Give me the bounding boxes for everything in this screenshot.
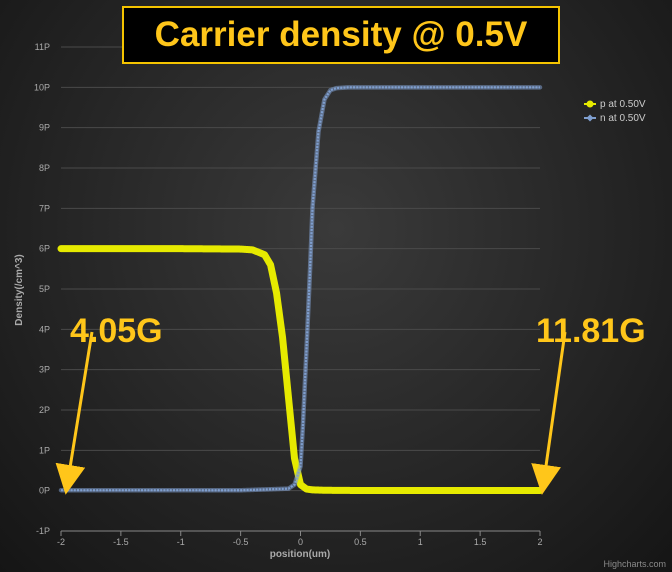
- y-tick-label: 4P: [39, 324, 50, 334]
- y-tick-label: 6P: [39, 244, 50, 254]
- legend-item-n[interactable]: n at 0.50V: [584, 113, 646, 124]
- y-tick-label: 3P: [39, 365, 50, 375]
- chart-title: Carrier density @ 0.5V: [122, 6, 560, 64]
- y-axis-label: Density(/cm^3): [14, 254, 25, 325]
- y-axis-ticks: -1P 0P 1P 2P 3P 4P 5P 6P 7P 8P 9P 10P 11P: [34, 42, 50, 536]
- x-tick-label: 0: [298, 537, 303, 547]
- x-axis-label: position(um): [270, 549, 331, 560]
- x-tick-label: -1.5: [113, 537, 129, 547]
- y-tick-label: 0P: [39, 486, 50, 496]
- y-tick-label: 2P: [39, 405, 50, 415]
- legend-label-p: p at 0.50V: [600, 99, 646, 110]
- legend-label-n: n at 0.50V: [600, 113, 646, 124]
- x-tick-label: -2: [57, 537, 65, 547]
- annotation-right-value: 11.81G: [536, 312, 646, 350]
- legend-item-p[interactable]: p at 0.50V: [584, 99, 646, 110]
- x-tick-label: 1: [418, 537, 423, 547]
- y-tick-label: 8P: [39, 163, 50, 173]
- y-tick-label: 7P: [39, 203, 50, 213]
- y-tick-label: 9P: [39, 123, 50, 133]
- x-tick-label: 0.5: [354, 537, 367, 547]
- annotation-left-value: 4.05G: [70, 312, 163, 350]
- annotation-arrow-right: [531, 331, 567, 495]
- y-tick-label: 1P: [39, 445, 50, 455]
- y-tick-label: 10P: [34, 82, 50, 92]
- credit-link[interactable]: Highcharts.com: [603, 559, 666, 569]
- y-tick-label: 5P: [39, 284, 50, 294]
- series-n-line[interactable]: [58, 85, 543, 493]
- y-tick-label: 11P: [35, 42, 50, 52]
- x-tick-label: -0.5: [233, 537, 249, 547]
- series-p-line[interactable]: [57, 245, 544, 494]
- series-n-glow: [58, 85, 543, 493]
- x-tick-label: -1: [177, 537, 185, 547]
- series-p-path: [57, 245, 544, 494]
- x-tick-label: 1.5: [474, 537, 487, 547]
- legend: p at 0.50V n at 0.50V: [584, 99, 646, 124]
- y-tick-label: -1P: [36, 526, 50, 536]
- x-axis-ticks: -2 -1.5 -1 -0.5 0 0.5 1 1.5 2: [57, 530, 543, 547]
- series-layer: [57, 85, 544, 494]
- annotation-arrow-left: [55, 331, 94, 495]
- x-tick-label: 2: [537, 537, 542, 547]
